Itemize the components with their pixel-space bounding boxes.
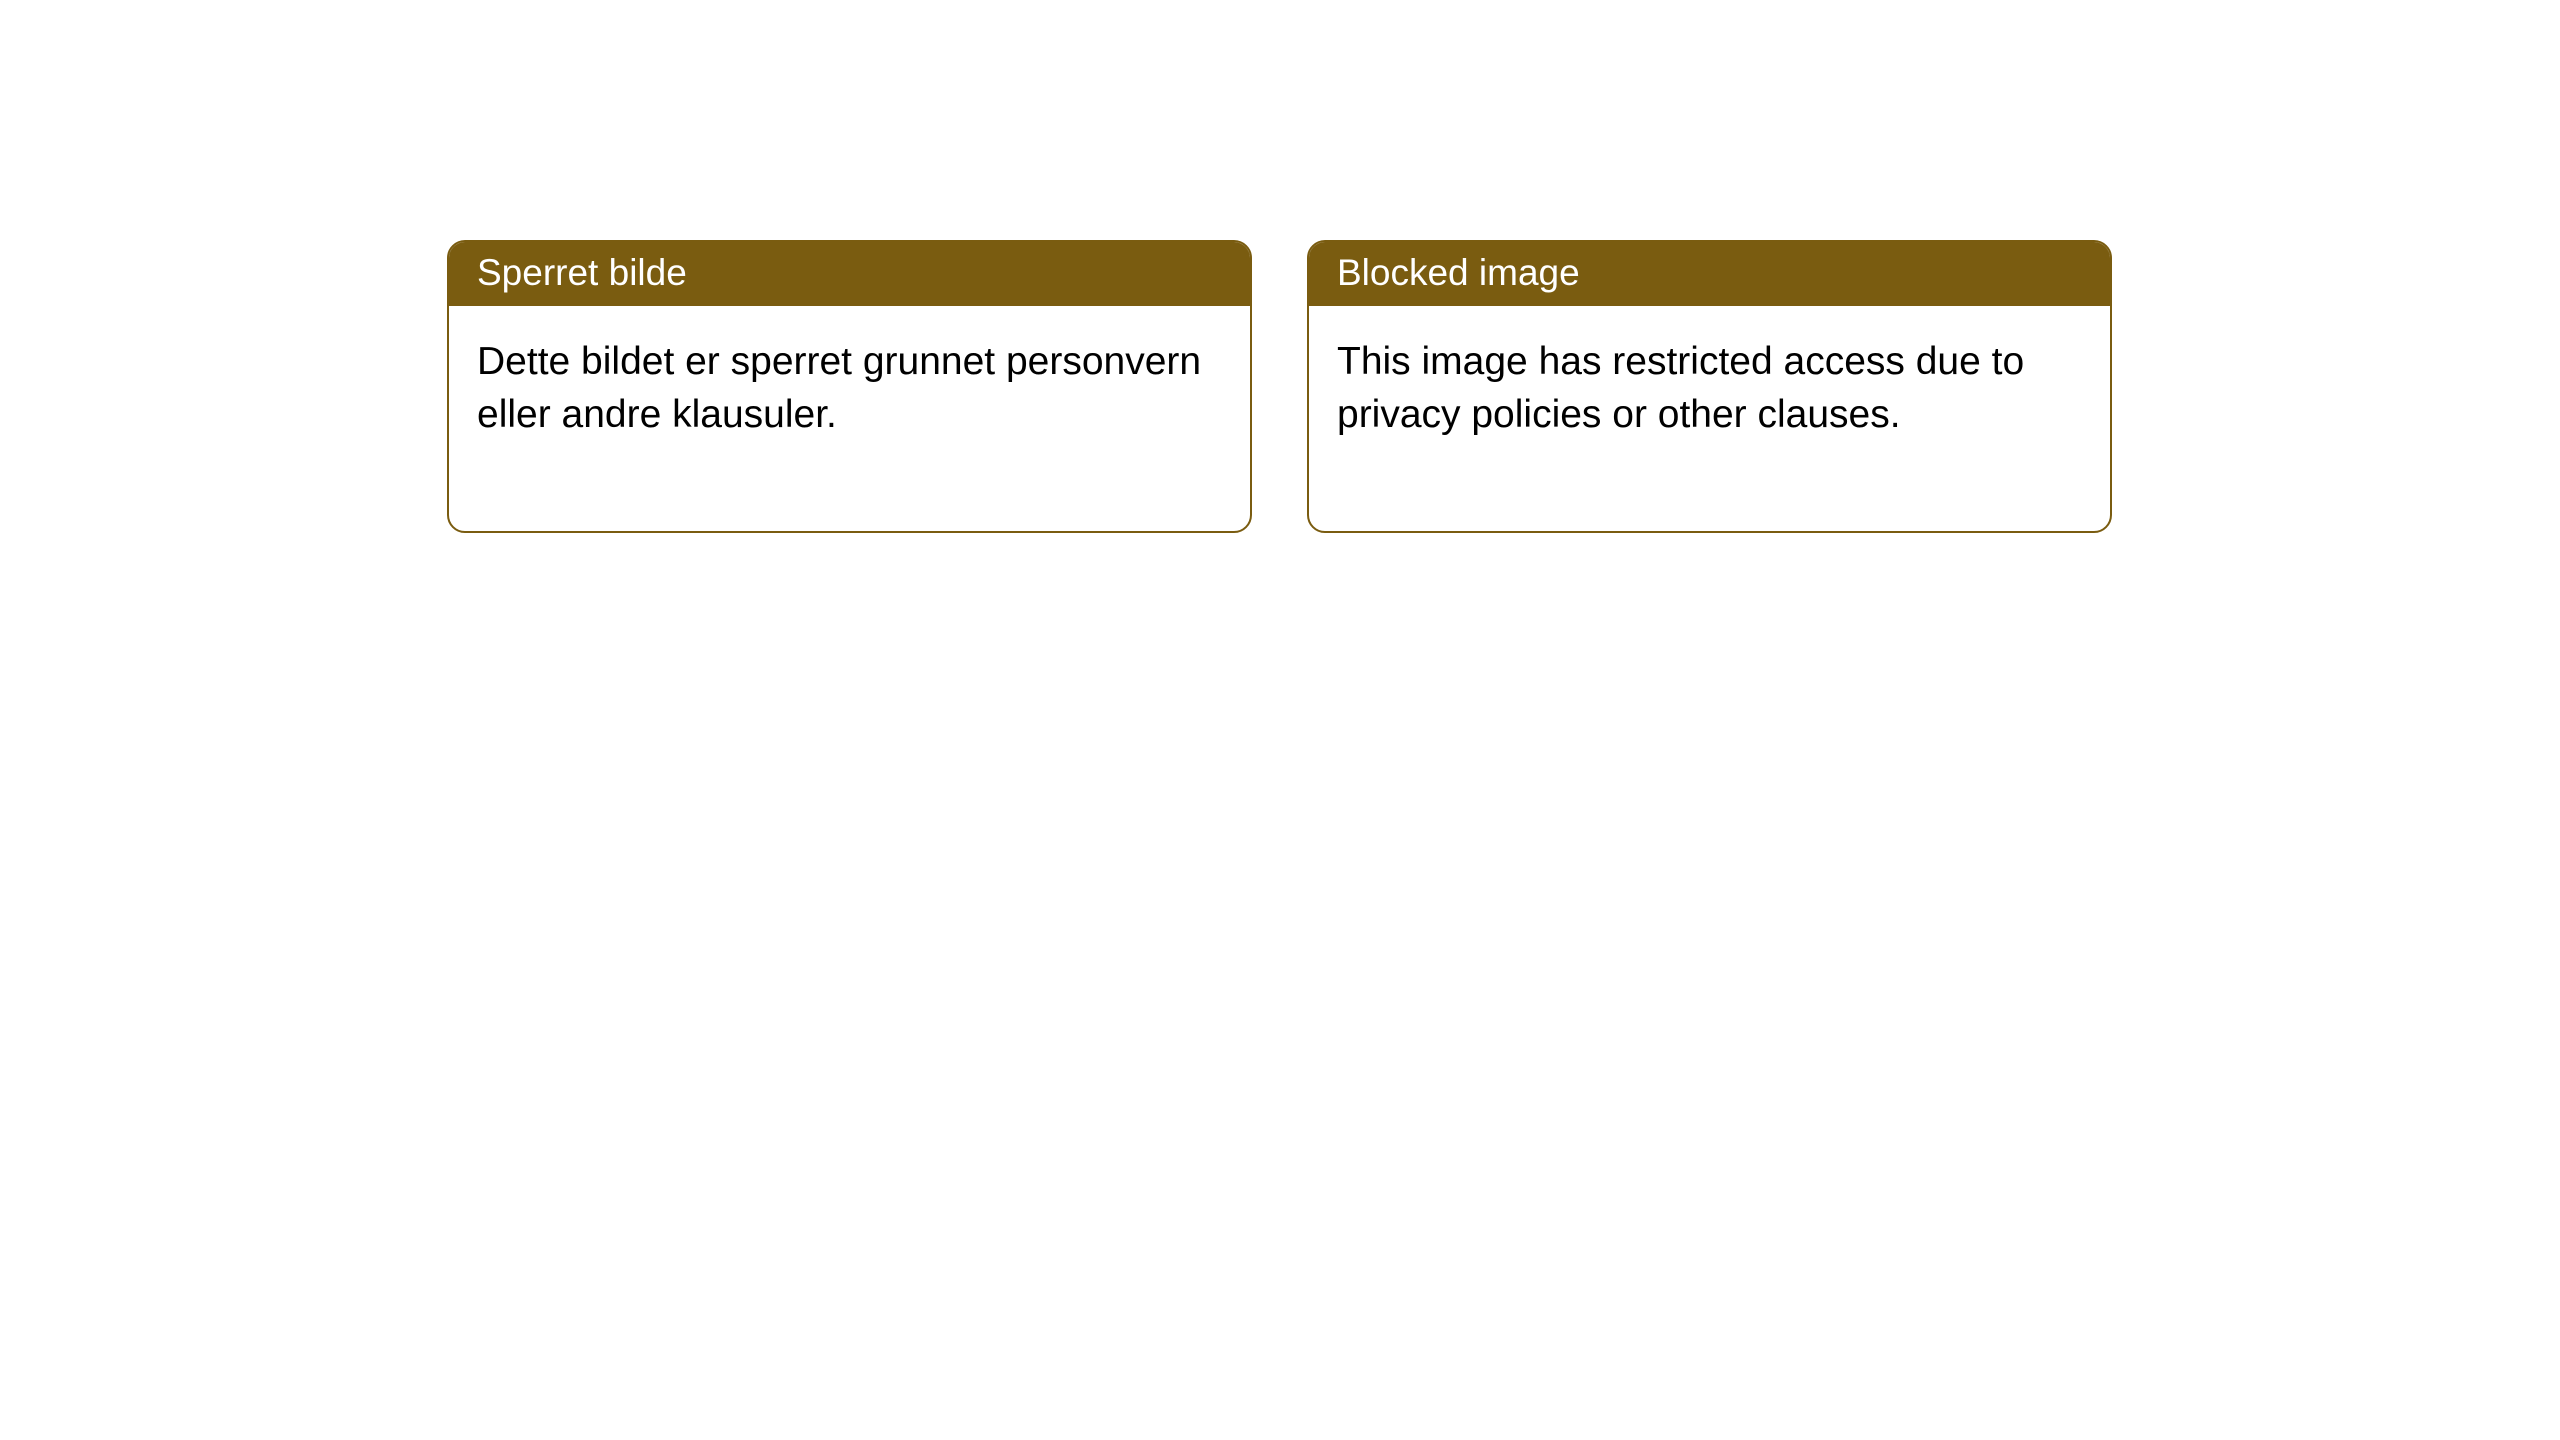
notice-body: Dette bildet er sperret grunnet personve… <box>449 306 1250 531</box>
notice-title: Blocked image <box>1309 242 2110 306</box>
notice-card-norwegian: Sperret bilde Dette bildet er sperret gr… <box>447 240 1252 533</box>
notice-card-english: Blocked image This image has restricted … <box>1307 240 2112 533</box>
notice-cards-row: Sperret bilde Dette bildet er sperret gr… <box>0 0 2560 533</box>
notice-body: This image has restricted access due to … <box>1309 306 2110 531</box>
notice-title: Sperret bilde <box>449 242 1250 306</box>
